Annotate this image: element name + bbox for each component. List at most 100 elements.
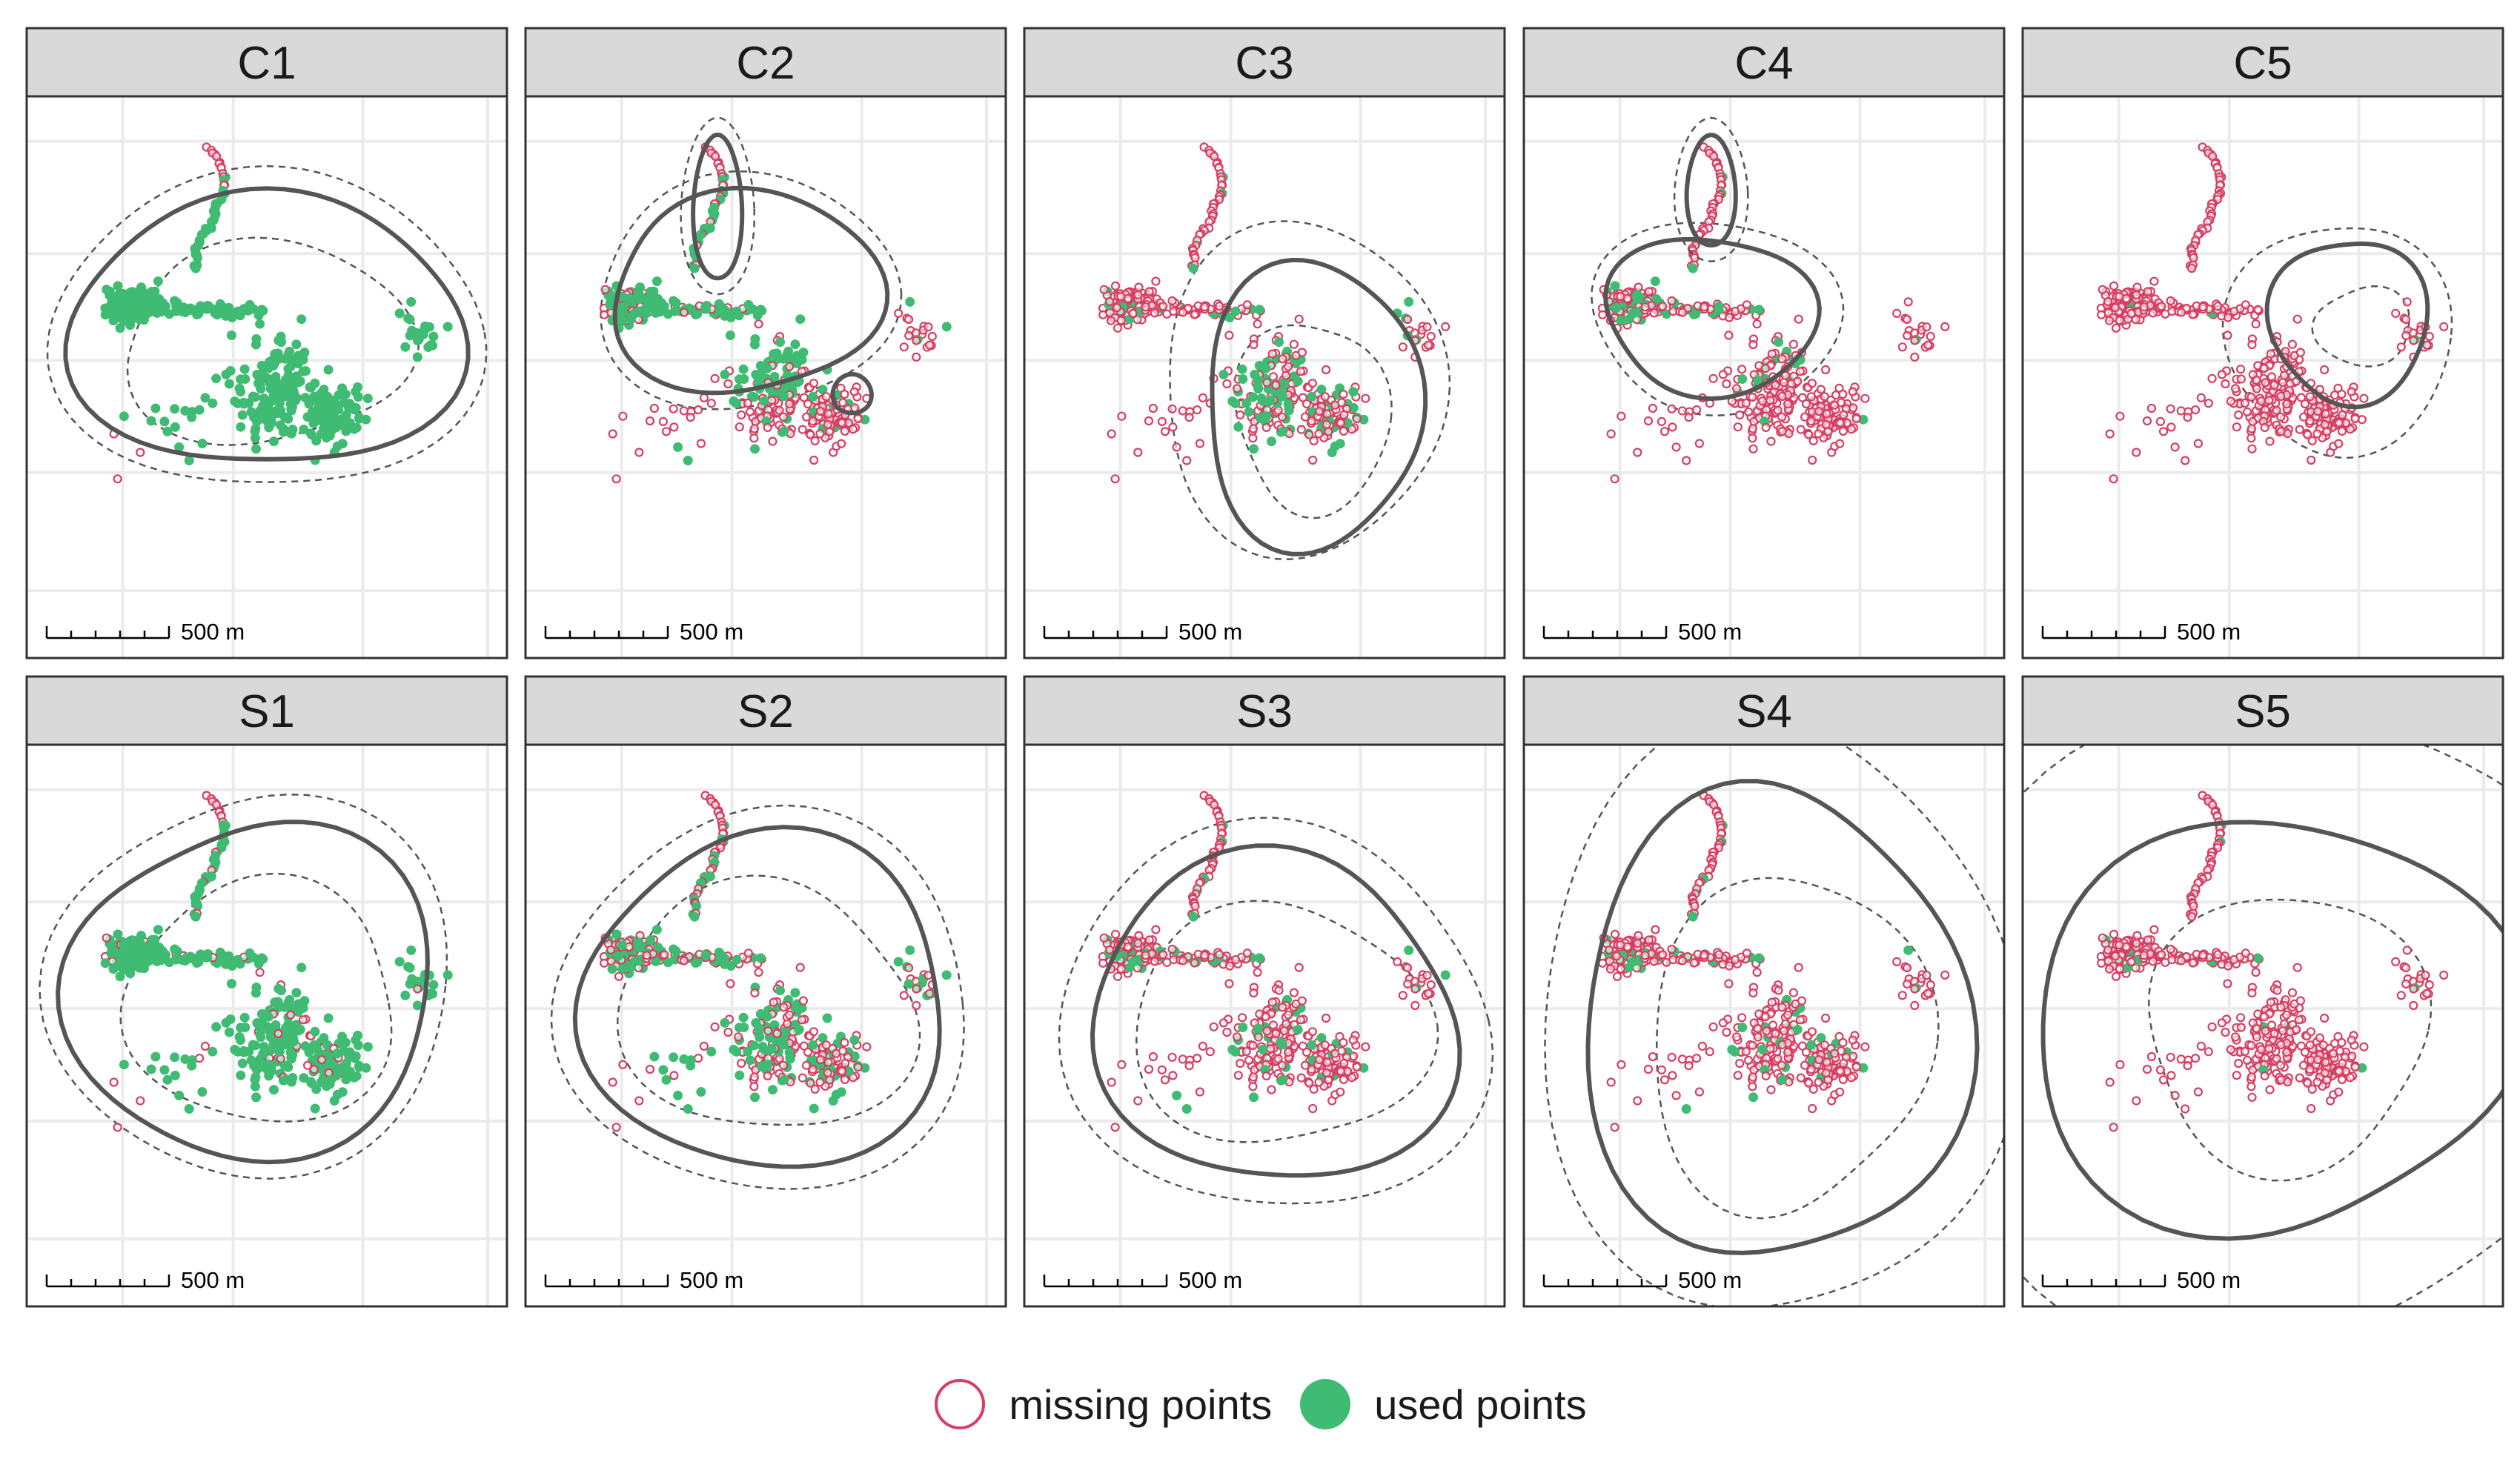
missing-point (1940, 322, 1950, 331)
missing-point (2320, 419, 2330, 430)
missing-point (1302, 1047, 1312, 1057)
missing-point (1314, 1077, 1324, 1087)
missing-point (1757, 396, 1767, 406)
used-point (233, 306, 243, 316)
missing-point (2300, 399, 2310, 409)
missing-point (1807, 379, 1817, 388)
used-point (400, 990, 411, 1000)
missing-point (2276, 426, 2286, 436)
used-point (251, 339, 261, 350)
missing-point (1281, 1019, 1291, 1029)
missing-point (1098, 310, 1108, 319)
missing-point (1232, 1032, 1242, 1042)
used-point (1633, 290, 1642, 300)
used-point (1237, 364, 1247, 374)
missing-point (1808, 455, 1817, 465)
used-point (337, 1087, 348, 1097)
used-point (143, 302, 153, 312)
missing-point (1821, 1013, 1831, 1023)
used-point (256, 375, 266, 385)
facet-strip (25, 27, 508, 98)
missing-point (801, 412, 812, 422)
missing-point (1793, 376, 1803, 386)
missing-point (1671, 442, 1681, 452)
missing-point (2334, 439, 2344, 448)
missing-point (2252, 375, 2261, 385)
used-point (340, 1037, 351, 1048)
missing-point (2313, 406, 2323, 416)
missing-point (1774, 986, 1783, 995)
used-point (780, 1026, 791, 1036)
missing-point (2256, 396, 2266, 406)
used-point (170, 404, 180, 414)
missing-point (1839, 410, 1848, 420)
used-point (296, 314, 307, 325)
missing-point (1606, 429, 1616, 439)
missing-point (2097, 310, 2106, 319)
used-point (150, 1051, 161, 1062)
missing-point (840, 1058, 850, 1069)
contour-dashed-outer (550, 804, 965, 1190)
missing-point (1808, 1084, 1818, 1094)
used-point (720, 1017, 730, 1028)
missing-point (1296, 425, 1306, 434)
facet-strip (524, 675, 1007, 746)
missing-point (1110, 1123, 1120, 1132)
missing-point (1339, 1058, 1349, 1069)
missing-point (1324, 427, 1333, 436)
missing-point (2115, 964, 2124, 974)
used-point (715, 949, 726, 960)
missing-point (1777, 1040, 1787, 1050)
missing-point (693, 405, 703, 415)
missing-point (1157, 1065, 1167, 1075)
used-point (226, 979, 236, 988)
panel-border (1023, 95, 1506, 659)
missing-point (1762, 1026, 1771, 1036)
missing-point (1134, 282, 1144, 292)
used-point (808, 391, 818, 402)
used-point (1278, 426, 1288, 436)
used-point (759, 1044, 769, 1054)
missing-point (799, 393, 809, 402)
missing-point (825, 427, 835, 436)
missing-point (1336, 1066, 1346, 1077)
missing-point (1099, 933, 1109, 943)
missing-point (634, 448, 644, 457)
missing-point (1668, 422, 1677, 432)
used-point (755, 305, 766, 315)
missing-point (1777, 391, 1787, 402)
missing-point (1237, 1013, 1247, 1023)
missing-point (1643, 1064, 1654, 1074)
missing-point (679, 956, 689, 966)
missing-point (2295, 425, 2304, 434)
missing-point (2142, 416, 2152, 426)
missing-point (1321, 1013, 1331, 1023)
used-point (230, 1045, 240, 1054)
used-point (1753, 375, 1763, 385)
missing-point (1158, 302, 1168, 311)
missing-point (1725, 313, 1734, 322)
used-point (211, 373, 222, 384)
used-point (1650, 276, 1660, 287)
used-point (798, 348, 809, 358)
missing-point (801, 1060, 812, 1070)
missing-point (784, 362, 795, 371)
missing-point (1113, 323, 1123, 333)
used-point (180, 308, 190, 317)
missing-point (1233, 1071, 1243, 1080)
used-point (1218, 369, 1229, 379)
missing-point (1742, 948, 1751, 958)
used-point (291, 988, 302, 998)
used-point (941, 970, 952, 980)
used-point (159, 1065, 170, 1075)
used-point (1611, 302, 1622, 313)
used-point (778, 353, 789, 364)
scale-bar: 500 m (544, 619, 743, 645)
missing-point (1289, 988, 1299, 997)
missing-point (1830, 400, 1840, 410)
contour-solid-small (830, 371, 874, 416)
used-point (180, 1054, 190, 1064)
missing-point (1897, 991, 1907, 1000)
missing-point (2187, 264, 2197, 273)
